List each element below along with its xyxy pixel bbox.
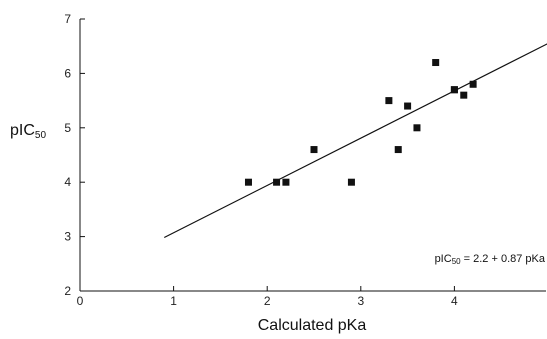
data-point [273, 178, 281, 186]
data-point [450, 86, 458, 94]
y-axis-title-main: pIC [10, 122, 35, 139]
y-axis-title-sub: 50 [35, 130, 47, 141]
data-point [394, 146, 402, 154]
data-point [385, 97, 393, 105]
x-tick-label: 0 [77, 294, 84, 308]
y-tick-label: 6 [64, 66, 71, 80]
x-axis-title: Calculated pKa [258, 317, 367, 334]
y-tick-label: 3 [64, 230, 71, 244]
x-tick-label: 4 [451, 294, 458, 308]
data-point [244, 178, 252, 186]
data-point [432, 59, 440, 67]
data-point [469, 80, 477, 88]
y-tick-label: 2 [64, 284, 71, 298]
regression-equation: pIC50 = 2.2 + 0.87 pKa [435, 253, 546, 266]
x-tick-label: 2 [264, 294, 271, 308]
data-point [282, 178, 290, 186]
data-point [460, 91, 468, 99]
axes [79, 19, 546, 292]
y-tick-label: 4 [64, 175, 71, 189]
x-tick-label: 3 [357, 294, 364, 308]
x-ticks: 0 1 2 3 4 [77, 286, 458, 308]
regression-equation-prefix: pIC [435, 253, 452, 265]
regression-equation-body: = 2.2 + 0.87 pKa [461, 253, 546, 265]
data-point [347, 178, 355, 186]
y-tick-label: 5 [64, 121, 71, 135]
data-points [244, 59, 477, 186]
regression-equation-sub: 50 [452, 257, 461, 266]
data-point [413, 124, 421, 132]
data-point [310, 146, 318, 154]
y-axis-title: pIC50 [10, 122, 46, 141]
x-tick-label: 1 [170, 294, 177, 308]
y-ticks: 2 3 4 5 6 7 [64, 12, 85, 298]
regression-line [163, 43, 547, 239]
data-point [404, 102, 412, 110]
y-tick-label: 7 [64, 12, 71, 26]
